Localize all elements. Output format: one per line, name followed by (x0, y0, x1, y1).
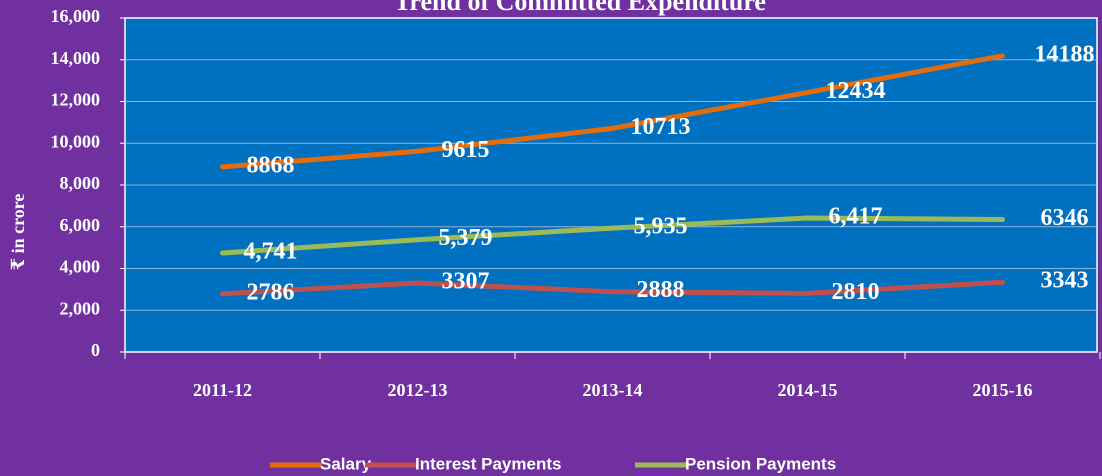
x-tick-label: 2013-14 (583, 380, 643, 400)
data-label: 2786 (247, 279, 295, 305)
data-label: 3343 (1041, 268, 1089, 294)
legend-label: Salary (320, 454, 372, 473)
line (220, 279, 1005, 297)
line (220, 53, 1005, 170)
data-label: 12434 (826, 78, 886, 104)
data-label: 6346 (1041, 205, 1089, 231)
x-tick-label: 2014-15 (778, 380, 838, 400)
y-tick-label: 10,000 (51, 131, 101, 151)
legend-label: Interest Payments (415, 454, 561, 473)
y-tick-label: 2,000 (60, 298, 101, 318)
line (220, 215, 1005, 256)
data-label: 2888 (637, 277, 685, 303)
data-label: 5,379 (439, 225, 493, 251)
chart-title: Trend of Committed Expenditure (394, 0, 766, 16)
x-tick-label: 2015-16 (973, 380, 1033, 400)
y-tick-label: 4,000 (60, 257, 101, 277)
data-label: 4,741 (244, 239, 298, 265)
data-label: 9615 (442, 137, 490, 163)
y-tick-label: 8,000 (60, 173, 101, 193)
legend-label: Pension Payments (685, 454, 836, 473)
y-axis-label: ₹ in crore (8, 194, 28, 271)
data-label: 2810 (832, 279, 880, 305)
data-label: 10713 (631, 114, 691, 140)
y-tick-label: 12,000 (51, 90, 101, 110)
y-tick-label: 16,000 (51, 6, 101, 26)
y-tick-label: 6,000 (60, 215, 101, 235)
y-tick-label: 14,000 (51, 48, 101, 68)
x-tick-label: 2011-12 (193, 380, 252, 400)
data-label: 5,935 (634, 214, 688, 240)
data-label: 6,417 (829, 204, 883, 230)
data-label: 8868 (247, 152, 295, 178)
x-tick-label: 2012-13 (388, 380, 448, 400)
data-label: 3307 (442, 268, 490, 294)
y-tick-label: 0 (91, 340, 100, 360)
data-label: 14188 (1035, 41, 1095, 67)
